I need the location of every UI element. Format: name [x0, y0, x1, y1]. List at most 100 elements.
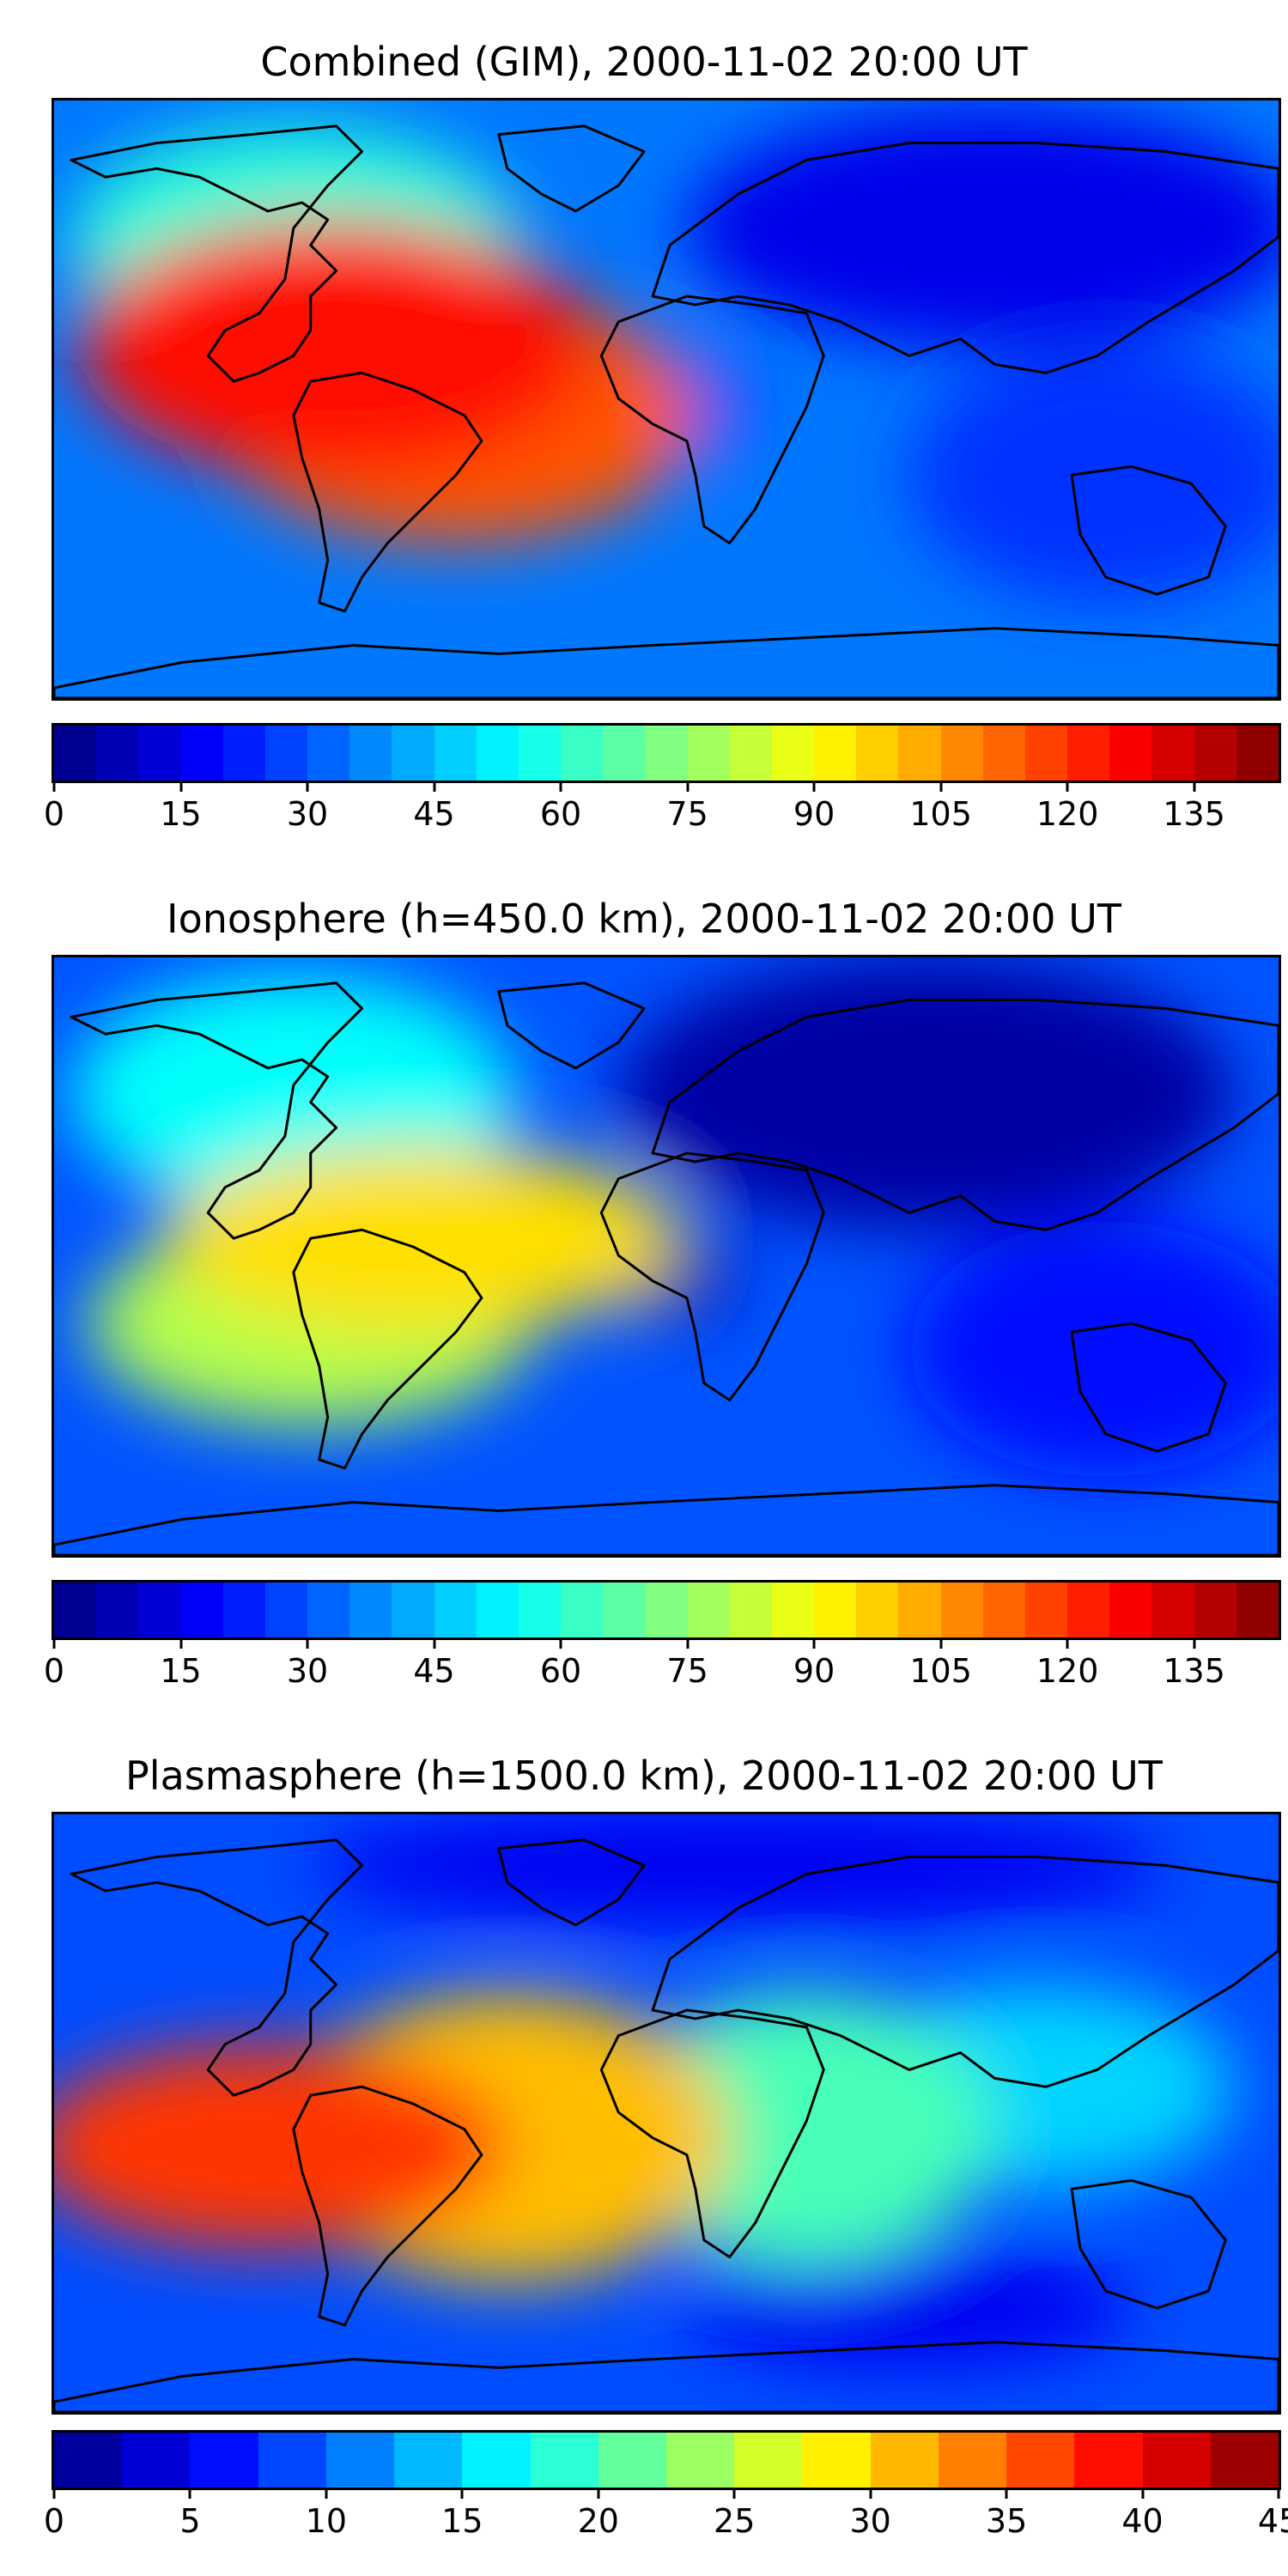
colorbar-tick-mark: [433, 783, 436, 792]
plasmasphere-colorbar-ticks: 0 5 10 15 20 25 30 35 40 45: [44, 2490, 1288, 2542]
colorbar-swatch: [190, 2433, 258, 2488]
coastline: [292, 2085, 483, 2327]
coastline: [651, 1856, 1279, 2088]
colorbar-tick-label: 120: [1036, 1652, 1099, 1690]
colorbar-tick-mark: [460, 2490, 464, 2499]
colorbar-swatch: [870, 2433, 939, 2488]
colorbar-swatch: [222, 726, 265, 781]
colorbar-swatch: [771, 1583, 815, 1637]
colorbar-swatch: [476, 1583, 519, 1637]
colorbar-swatch: [603, 1583, 646, 1637]
colorbar-swatch: [856, 726, 899, 781]
colorbar-swatch: [96, 1583, 139, 1637]
colorbar-tick-mark: [1193, 1640, 1196, 1649]
colorbar-swatch: [138, 1583, 181, 1637]
coastline: [651, 142, 1279, 374]
colorbar-tick-mark: [306, 1640, 309, 1649]
colorbar-tick-mark: [1277, 2490, 1280, 2499]
colorbar-swatch: [264, 726, 308, 781]
coastline: [599, 295, 825, 545]
colorbar-tick-mark: [939, 783, 943, 792]
heat-feature-core: [787, 2275, 1032, 2342]
colorbar-swatch: [307, 726, 350, 781]
colorbar-tick-label: 75: [666, 1652, 708, 1690]
colorbar-swatch: [1194, 726, 1236, 781]
coastline: [292, 1228, 483, 1470]
colorbar-swatch: [1067, 726, 1110, 781]
plasmasphere-heatmap-svg: [54, 1814, 1279, 2412]
heat-feature-core: [825, 162, 1164, 295]
colorbar-swatch: [665, 2433, 735, 2488]
colorbar-tick-mark: [306, 783, 309, 792]
plasmasphere-map-title: Plasmasphere (h=1500.0 km), 2000-11-02 2…: [125, 1753, 1163, 1799]
colorbar-swatch: [307, 1583, 350, 1637]
colorbar-swatch: [561, 726, 604, 781]
coastline: [651, 999, 1279, 1231]
colorbar-tick-mark: [1005, 2490, 1008, 2499]
colorbar-swatch: [258, 2433, 326, 2488]
colorbar-tick-label: 5: [179, 2502, 201, 2540]
colorbar-swatch: [814, 726, 857, 781]
colorbar-tick-label: 45: [413, 795, 455, 833]
combined-heatmap-svg: [54, 100, 1279, 698]
colorbar-tick-mark: [188, 2490, 191, 2499]
colorbar-tick-label: 30: [849, 2502, 891, 2540]
colorbar-tick-label: 135: [1163, 1652, 1225, 1690]
colorbar-tick-label: 15: [441, 2502, 483, 2540]
colorbar-tick-mark: [559, 783, 562, 792]
colorbar-swatch: [222, 1583, 265, 1637]
colorbar-swatch: [180, 1583, 223, 1637]
colorbar-tick-label: 105: [909, 795, 972, 833]
colorbar-tick-mark: [812, 783, 816, 792]
colorbar-tick-mark: [52, 1640, 56, 1649]
heat-feature-core: [702, 2054, 910, 2205]
colorbar-tick-label: 0: [43, 795, 65, 833]
heat-feature-core: [502, 1832, 974, 1899]
colorbar-swatch: [940, 1583, 983, 1637]
colorbar-swatch: [349, 1583, 392, 1637]
colorbar-swatch: [518, 726, 562, 781]
colorbar-swatch: [898, 1583, 941, 1637]
colorbar-tick-mark: [597, 2490, 600, 2499]
colorbar-tick-label: 40: [1121, 2502, 1163, 2540]
coastline: [497, 125, 646, 213]
colorbar-swatch: [518, 1583, 562, 1637]
colorbar-tick-label: 45: [413, 1652, 455, 1690]
colorbar-swatch: [349, 726, 392, 781]
colorbar-swatch: [434, 726, 477, 781]
colorbar-swatch: [982, 1583, 1025, 1637]
colorbar-swatch: [1151, 1583, 1194, 1637]
colorbar-swatch: [264, 1583, 308, 1637]
colorbar-tick-label: 90: [793, 1652, 835, 1690]
colorbar-tick-mark: [52, 2490, 56, 2499]
colorbar-swatch: [54, 1583, 97, 1637]
coastline: [599, 1151, 825, 1402]
colorbar-swatch: [1067, 1583, 1110, 1637]
heat-feature-core: [756, 1018, 1096, 1169]
colorbar-tick-mark: [179, 1640, 183, 1649]
ionosphere-colorbar-ticks: 0 15 30 45 60 75 90 105 120 135: [44, 1640, 1281, 1692]
colorbar-tick-mark: [1066, 1640, 1069, 1649]
colorbar-tick-mark: [686, 1640, 690, 1649]
colorbar-swatch: [982, 726, 1025, 781]
coastline: [54, 2341, 1279, 2412]
colorbar-tick-mark: [1066, 783, 1069, 792]
heat-feature-core: [195, 276, 477, 418]
coastline: [54, 627, 1279, 698]
colorbar-swatch: [1109, 726, 1152, 781]
colorbar-swatch: [802, 2433, 871, 2488]
colorbar-tick-mark: [869, 2490, 872, 2499]
heat-feature-core: [280, 1187, 563, 1291]
colorbar-swatch: [1236, 726, 1279, 781]
colorbar-swatch: [729, 1583, 772, 1637]
colorbar-swatch: [603, 726, 646, 781]
coastline: [497, 981, 646, 1070]
colorbar-swatch: [1024, 726, 1068, 781]
colorbar-swatch: [645, 1583, 688, 1637]
colorbar-swatch: [392, 1583, 434, 1637]
colorbar-tick-mark: [325, 2490, 328, 2499]
heat-blobs: [70, 108, 1279, 603]
colorbar-tick-mark: [939, 1640, 943, 1649]
colorbar-tick-mark: [1193, 783, 1196, 792]
colorbar-swatch: [938, 2433, 1007, 2488]
